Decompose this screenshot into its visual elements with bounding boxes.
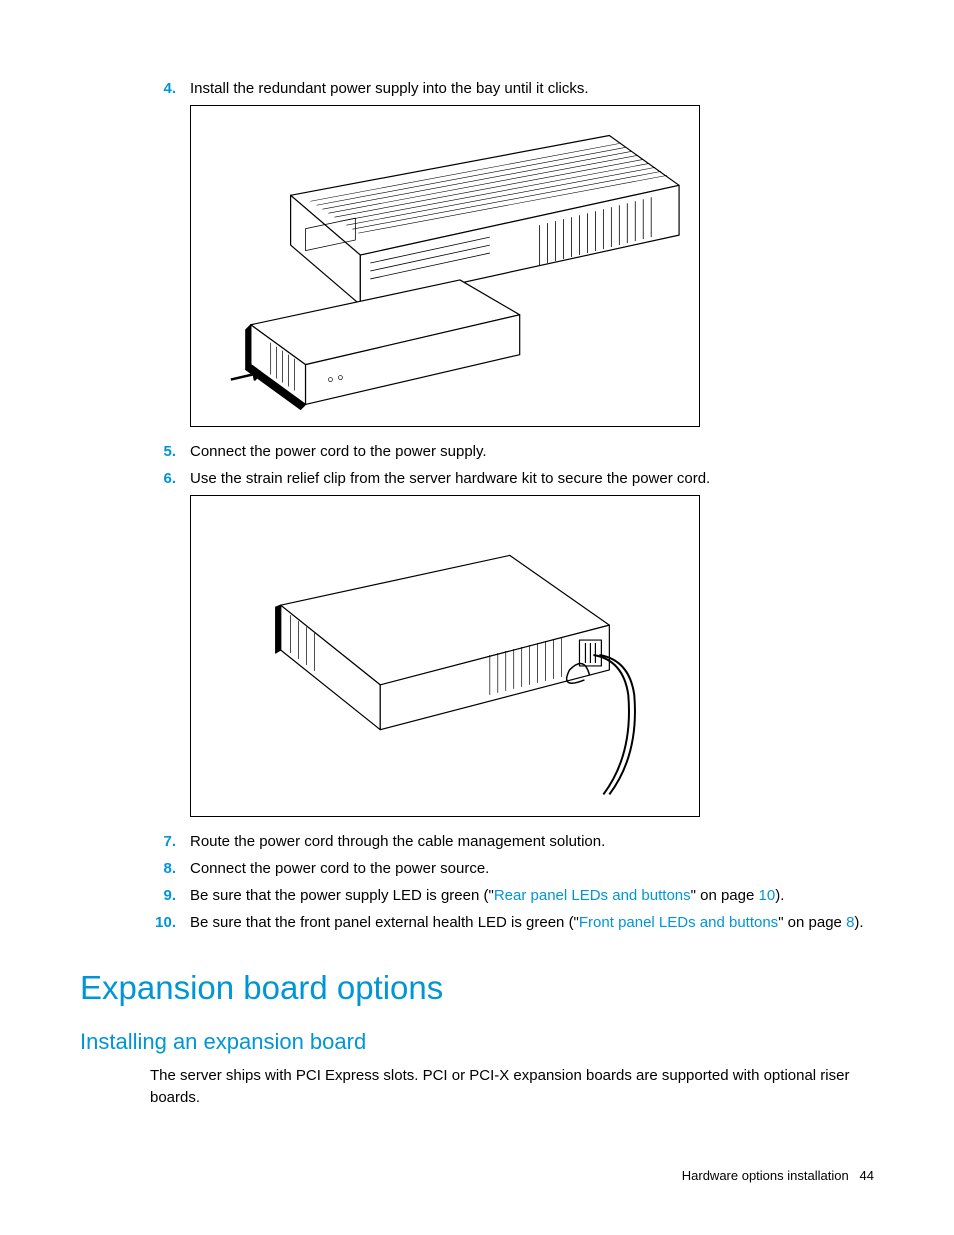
step-number: 6.	[150, 468, 190, 489]
footer-section: Hardware options installation	[682, 1168, 849, 1183]
text-run: Route the power cord through the cable m…	[190, 833, 605, 850]
step-row: 6.Use the strain relief clip from the se…	[150, 468, 874, 489]
illustration-psu-install	[191, 105, 699, 427]
step-text: Be sure that the front panel external he…	[190, 912, 874, 933]
step-row: 7.Route the power cord through the cable…	[150, 831, 874, 852]
page: 4.Install the redundant power supply int…	[0, 0, 954, 1235]
step-text: Be sure that the power supply LED is gre…	[190, 885, 874, 906]
text-run: ).	[854, 914, 863, 931]
cross-reference-link[interactable]: Front panel LEDs and buttons	[579, 914, 778, 931]
steps-list-a: 4.Install the redundant power supply int…	[80, 78, 874, 99]
text-run: ).	[775, 887, 784, 904]
step-text: Route the power cord through the cable m…	[190, 831, 874, 852]
text-run: " on page	[778, 914, 846, 931]
text-run: Be sure that the power supply LED is gre…	[190, 887, 494, 904]
step-number: 7.	[150, 831, 190, 852]
text-run: Use the strain relief clip from the serv…	[190, 470, 710, 487]
step-row: 9.Be sure that the power supply LED is g…	[150, 885, 874, 906]
body-text-expansion: The server ships with PCI Express slots.…	[150, 1065, 874, 1109]
text-run: Connect the power cord to the power sour…	[190, 860, 489, 877]
step-number: 8.	[150, 858, 190, 879]
step-number: 5.	[150, 441, 190, 462]
step-row: 10.Be sure that the front panel external…	[150, 912, 874, 933]
text-run: " on page	[691, 887, 759, 904]
steps-list-c: 7.Route the power cord through the cable…	[80, 831, 874, 933]
page-footer: Hardware options installation 44	[682, 1168, 874, 1183]
cross-reference-link[interactable]: 10	[759, 887, 776, 904]
text-run: Be sure that the front panel external he…	[190, 914, 579, 931]
step-text: Install the redundant power supply into …	[190, 78, 874, 99]
step-row: 8.Connect the power cord to the power so…	[150, 858, 874, 879]
heading-installing-expansion-board: Installing an expansion board	[80, 1029, 874, 1055]
text-run: Connect the power cord to the power supp…	[190, 443, 487, 460]
figure-power-cord-clip	[190, 495, 700, 817]
figure-power-supply-install	[190, 105, 700, 427]
footer-page-number: 44	[860, 1168, 874, 1183]
step-number: 4.	[150, 78, 190, 99]
text-run: Install the redundant power supply into …	[190, 80, 589, 97]
step-number: 10.	[150, 912, 190, 933]
step-number: 9.	[150, 885, 190, 906]
step-text: Connect the power cord to the power supp…	[190, 441, 874, 462]
cross-reference-link[interactable]: Rear panel LEDs and buttons	[494, 887, 691, 904]
illustration-psu-cord	[191, 495, 699, 817]
heading-expansion-board-options: Expansion board options	[80, 969, 874, 1007]
steps-list-b: 5.Connect the power cord to the power su…	[80, 441, 874, 489]
step-row: 4.Install the redundant power supply int…	[150, 78, 874, 99]
step-text: Use the strain relief clip from the serv…	[190, 468, 874, 489]
step-row: 5.Connect the power cord to the power su…	[150, 441, 874, 462]
step-text: Connect the power cord to the power sour…	[190, 858, 874, 879]
